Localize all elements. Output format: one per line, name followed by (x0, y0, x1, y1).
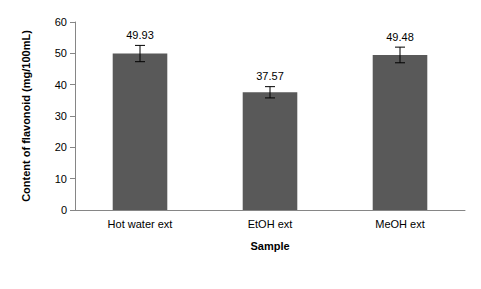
svg-text:10: 10 (55, 173, 67, 185)
svg-text:Content of flavonoid (mg/100mL: Content of flavonoid (mg/100mL) (20, 30, 32, 202)
svg-text:Hot water ext: Hot water ext (108, 218, 173, 230)
svg-text:20: 20 (55, 141, 67, 153)
svg-text:MeOH ext: MeOH ext (375, 218, 425, 230)
svg-text:40: 40 (55, 79, 67, 91)
svg-text:60: 60 (55, 16, 67, 28)
svg-text:Sample: Sample (250, 240, 289, 252)
svg-text:50: 50 (55, 47, 67, 59)
svg-text:0: 0 (61, 204, 67, 216)
svg-text:EtOH ext: EtOH ext (248, 218, 293, 230)
svg-text:49.48: 49.48 (386, 31, 414, 43)
svg-text:37.57: 37.57 (256, 70, 284, 82)
svg-text:30: 30 (55, 110, 67, 122)
svg-text:49.93: 49.93 (126, 29, 154, 41)
